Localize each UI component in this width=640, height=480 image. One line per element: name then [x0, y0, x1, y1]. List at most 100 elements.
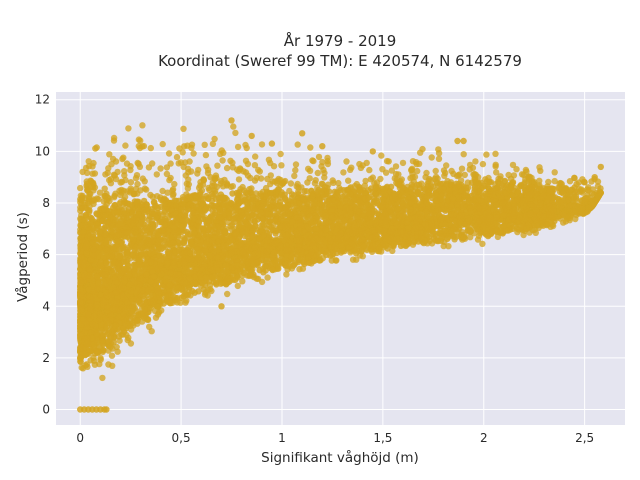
- scatter-point: [556, 198, 563, 206]
- scatter-point: [347, 166, 354, 173]
- scatter-point: [159, 140, 166, 148]
- scatter-point: [171, 180, 178, 188]
- scatter-point: [531, 226, 538, 233]
- scatter-point: [258, 278, 266, 286]
- scatter-point: [234, 282, 241, 290]
- scatter-point: [153, 171, 160, 178]
- scatter-point: [186, 158, 193, 165]
- scatter-point: [294, 180, 301, 188]
- scatter-point: [145, 164, 153, 171]
- scatter-point: [267, 180, 274, 188]
- scatter-point: [83, 180, 91, 187]
- scatter-point: [445, 243, 452, 250]
- scatter-point: [566, 178, 574, 185]
- scatter-point: [366, 166, 373, 174]
- scatter-point: [314, 169, 321, 177]
- scatter-point: [219, 157, 226, 164]
- scatter-point: [213, 183, 221, 191]
- scatter-point: [96, 189, 104, 196]
- scatter-point: [234, 143, 242, 151]
- scatter-point: [169, 192, 177, 199]
- scatter-point: [594, 183, 602, 190]
- scatter-point: [448, 167, 455, 175]
- scatter-point: [264, 175, 271, 183]
- scatter-point: [195, 166, 202, 174]
- scatter-point: [134, 180, 141, 188]
- scatter-point: [343, 158, 350, 165]
- scatter-point: [279, 180, 287, 187]
- scatter-point: [287, 180, 295, 187]
- scatter-point: [111, 194, 118, 201]
- scatter-point: [135, 142, 142, 150]
- scatter-point: [99, 374, 106, 382]
- scatter-point: [163, 170, 171, 178]
- scatter-point: [81, 217, 88, 224]
- scatter-point: [106, 151, 113, 158]
- scatter-point: [395, 181, 403, 188]
- scatter-point: [258, 141, 266, 148]
- scatter-point: [148, 328, 155, 335]
- scatter-point: [127, 179, 135, 186]
- scatter-point: [294, 141, 301, 148]
- scatter-point: [100, 198, 107, 205]
- scatter-point: [136, 163, 144, 170]
- scatter-point: [97, 354, 104, 362]
- scatter-point: [435, 155, 443, 162]
- scatter-point: [292, 167, 299, 174]
- scatter-point: [509, 161, 517, 169]
- scatter-point: [392, 170, 400, 178]
- scatter-point: [230, 123, 237, 130]
- scatter-point: [440, 167, 448, 174]
- scatter-point: [335, 179, 342, 187]
- scatter-point: [179, 149, 186, 156]
- scatter-point: [460, 151, 467, 158]
- scatter-point: [110, 137, 118, 144]
- scatter-point: [202, 151, 210, 159]
- scatter-point: [585, 187, 592, 194]
- scatter-point: [388, 167, 395, 174]
- scatter-point: [188, 141, 196, 148]
- scatter-point: [273, 180, 281, 187]
- scatter-point: [190, 150, 197, 157]
- scatter-point: [392, 163, 400, 170]
- scatter-point: [513, 166, 520, 173]
- scatter-point: [229, 164, 236, 171]
- scatter-point: [89, 170, 96, 177]
- scatter-point: [288, 194, 295, 202]
- scatter-point: [122, 176, 129, 184]
- scatter-point: [453, 172, 461, 180]
- scatter-point: [378, 152, 385, 159]
- scatter-point: [262, 184, 270, 192]
- scatter-point: [259, 221, 267, 228]
- scatter-point: [239, 278, 246, 285]
- scatter-point: [169, 186, 177, 193]
- scatter-point: [89, 163, 96, 170]
- scatter-point: [559, 190, 567, 197]
- scatter-point: [483, 151, 490, 158]
- scatter-point: [479, 160, 487, 168]
- scatter-point: [307, 144, 314, 151]
- scatter-point: [408, 166, 415, 173]
- scatter-point: [466, 166, 473, 173]
- scatter-point: [109, 155, 117, 163]
- scatter-point: [121, 168, 128, 175]
- scatter-point: [283, 271, 290, 278]
- scatter-point: [264, 274, 271, 281]
- scatter-point: [78, 194, 86, 202]
- scatter-point: [551, 169, 558, 176]
- scatter-point: [127, 163, 134, 170]
- scatter-point: [243, 144, 250, 152]
- scatter-point: [492, 161, 499, 168]
- scatter-point: [147, 144, 154, 152]
- scatter-point: [177, 159, 185, 166]
- scatter-point: [306, 175, 313, 182]
- scatter-point: [204, 166, 212, 173]
- scatter-point: [309, 157, 316, 164]
- scatter-point: [211, 135, 218, 143]
- scatter-point: [399, 159, 407, 167]
- scatter-point: [108, 352, 116, 359]
- scatter-point: [353, 180, 360, 188]
- scatter-point: [353, 256, 360, 263]
